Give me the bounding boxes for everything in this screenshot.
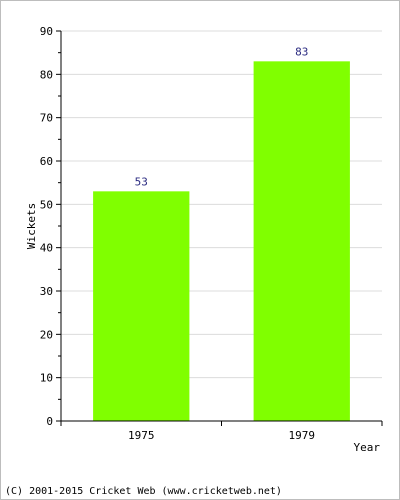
copyright-footer: (C) 2001-2015 Cricket Web (www.cricketwe… [5, 486, 282, 497]
y-tick-label: 80 [40, 68, 53, 81]
bar [253, 61, 350, 421]
x-axis-label: Year [354, 441, 381, 454]
y-tick-label: 0 [46, 415, 53, 428]
y-tick-label: 20 [40, 328, 53, 341]
bars: 53 83 [93, 45, 350, 421]
bar [93, 191, 190, 421]
y-tick-label: 30 [40, 285, 53, 298]
bar-value-label: 53 [135, 175, 148, 188]
bar-chart: 53 83 0 10 20 30 40 50 60 70 80 90 1975 1979 Wickets… [25, 25, 383, 454]
y-axis-label: Wickets [25, 203, 38, 249]
y-tick-label: 50 [40, 198, 53, 211]
y-tick-label: 40 [40, 242, 53, 255]
y-tick-label: 10 [40, 372, 53, 385]
bar-value-label: 83 [295, 45, 308, 58]
axes: 0 10 20 30 40 50 60 70 80 90 1975 1979 [40, 25, 383, 442]
x-tick-label: 1975 [128, 429, 155, 442]
x-tick-label: 1979 [289, 429, 316, 442]
y-tick-label: 60 [40, 155, 53, 168]
y-tick-label: 90 [40, 25, 53, 38]
y-tick-label: 70 [40, 112, 53, 125]
